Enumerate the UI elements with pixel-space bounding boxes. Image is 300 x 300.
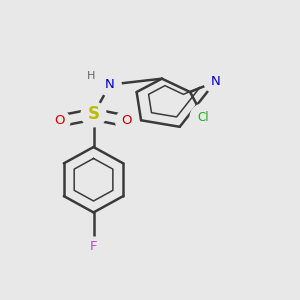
Circle shape: [49, 110, 70, 132]
Circle shape: [99, 73, 121, 96]
Circle shape: [81, 102, 106, 127]
Circle shape: [204, 70, 227, 93]
Circle shape: [116, 110, 137, 132]
Circle shape: [190, 104, 217, 131]
Text: O: O: [54, 114, 64, 128]
Text: O: O: [121, 114, 131, 128]
Text: N: N: [211, 75, 220, 88]
Text: F: F: [90, 240, 97, 253]
Text: Cl: Cl: [198, 111, 209, 124]
Circle shape: [84, 237, 103, 256]
Text: H: H: [87, 71, 96, 81]
Text: S: S: [88, 105, 100, 123]
Text: N: N: [105, 78, 115, 91]
